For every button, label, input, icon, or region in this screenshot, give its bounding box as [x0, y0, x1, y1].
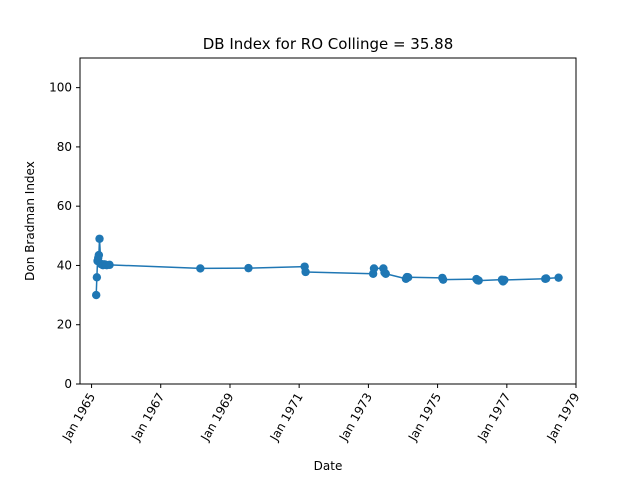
- data-point: [438, 275, 448, 284]
- data-point: [474, 276, 483, 285]
- data-point: [94, 250, 104, 260]
- data-point: [92, 290, 101, 300]
- x-axis-label: Date: [314, 459, 343, 473]
- y-tick-label: 0: [64, 377, 72, 391]
- y-tick-label: 100: [49, 81, 72, 95]
- y-tick-label: 20: [57, 318, 72, 332]
- y-tick-label: 40: [57, 258, 72, 272]
- data-point: [554, 273, 563, 282]
- plot-frame: [79, 57, 577, 385]
- data-point: [541, 274, 551, 283]
- chart-title: DB Index for RO Collinge = 35.88: [203, 35, 454, 53]
- data-point: [381, 269, 390, 278]
- data-point: [404, 273, 413, 282]
- data-point: [95, 234, 104, 243]
- data-point: [92, 273, 102, 282]
- y-axis-label: Don Bradman Index: [23, 161, 37, 281]
- data-point: [500, 275, 509, 285]
- data-point: [301, 267, 310, 277]
- y-tick-label: 60: [57, 199, 72, 213]
- data-point: [244, 263, 253, 273]
- data-point: [196, 264, 205, 273]
- data-point: [369, 264, 379, 273]
- y-tick-label: 80: [57, 140, 72, 154]
- data-point: [105, 260, 114, 270]
